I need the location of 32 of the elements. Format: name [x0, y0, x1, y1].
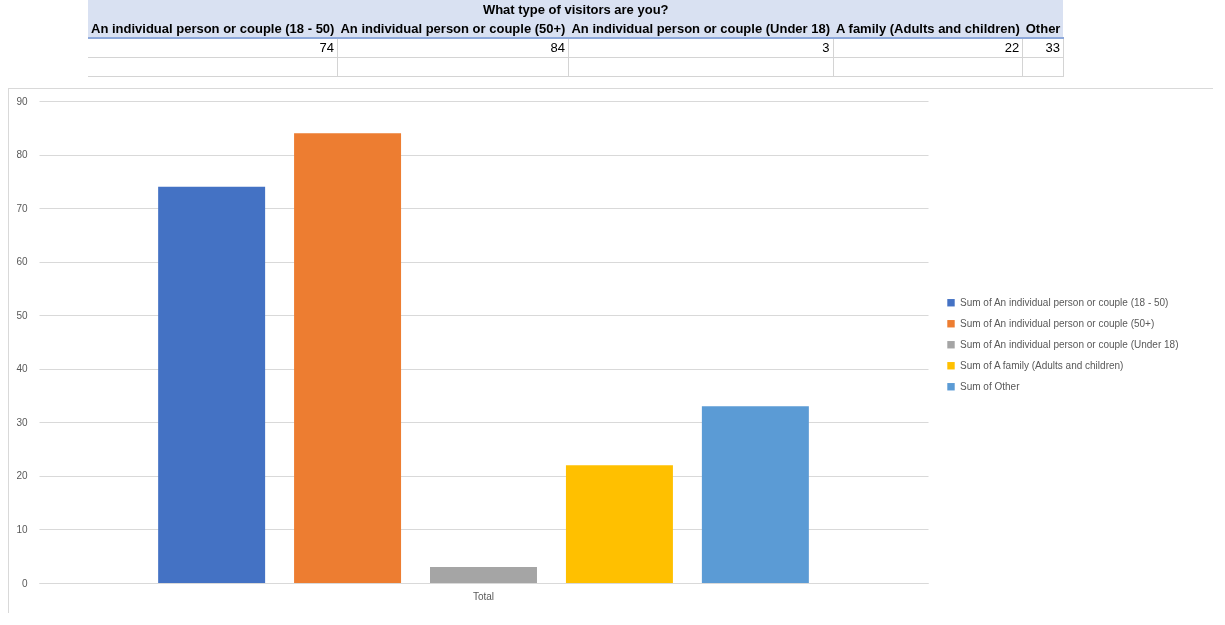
bar: [158, 186, 266, 583]
legend-label: Sum of An individual person or couple (18 - 50): [960, 296, 1169, 308]
legend-label: Sum of A family (Adults and children): [960, 359, 1124, 371]
data-label: 33: [1022, 38, 1064, 57]
category-label: An individual person or couple (50+): [337, 19, 569, 38]
data-label: 22: [833, 38, 1023, 57]
x-tick-label: Total: [472, 590, 495, 602]
category-label: A family (Adults and children): [833, 19, 1023, 38]
category-label: Other: [1022, 19, 1064, 38]
category-label: An individual person or couple (18 - 50): [88, 19, 338, 38]
data-label: 84: [337, 38, 569, 57]
y-tick-label: 10: [16, 523, 28, 535]
legend-label: Sum of An individual person or couple (Under 18): [960, 338, 1179, 350]
y-tick-label: 90: [16, 95, 28, 107]
legend-label: Sum of Other: [960, 380, 1021, 392]
y-tick-label: 20: [16, 470, 28, 482]
data-label: 74: [88, 38, 338, 57]
category-label: An individual person or couple (Under 18): [568, 19, 834, 38]
y-tick-label: 0: [21, 577, 28, 589]
bar: [294, 133, 402, 583]
bar: [701, 406, 809, 583]
y-tick-label: 30: [16, 416, 28, 428]
text: What type of visitors are you?: [88, 0, 1064, 19]
legend-label: Sum of An individual person or couple (50+): [960, 317, 1155, 329]
y-tick-label: 80: [16, 149, 28, 161]
y-tick-label: 40: [16, 363, 28, 375]
y-tick-label: 70: [16, 202, 28, 214]
bar: [430, 566, 537, 583]
bar: [565, 465, 673, 583]
data-label: 3: [568, 38, 834, 57]
y-tick-label: 60: [16, 256, 28, 268]
y-tick-label: 50: [16, 309, 28, 321]
